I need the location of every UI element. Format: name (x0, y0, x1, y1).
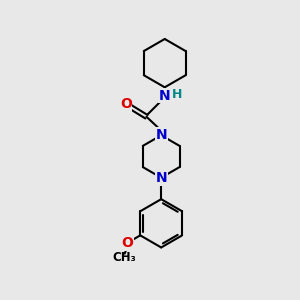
Text: CH₃: CH₃ (113, 251, 136, 264)
Text: N: N (155, 128, 167, 142)
Text: N: N (159, 88, 170, 103)
Text: O: O (120, 97, 132, 111)
Text: N: N (155, 171, 167, 185)
Text: O: O (121, 236, 133, 250)
Text: H: H (172, 88, 182, 101)
